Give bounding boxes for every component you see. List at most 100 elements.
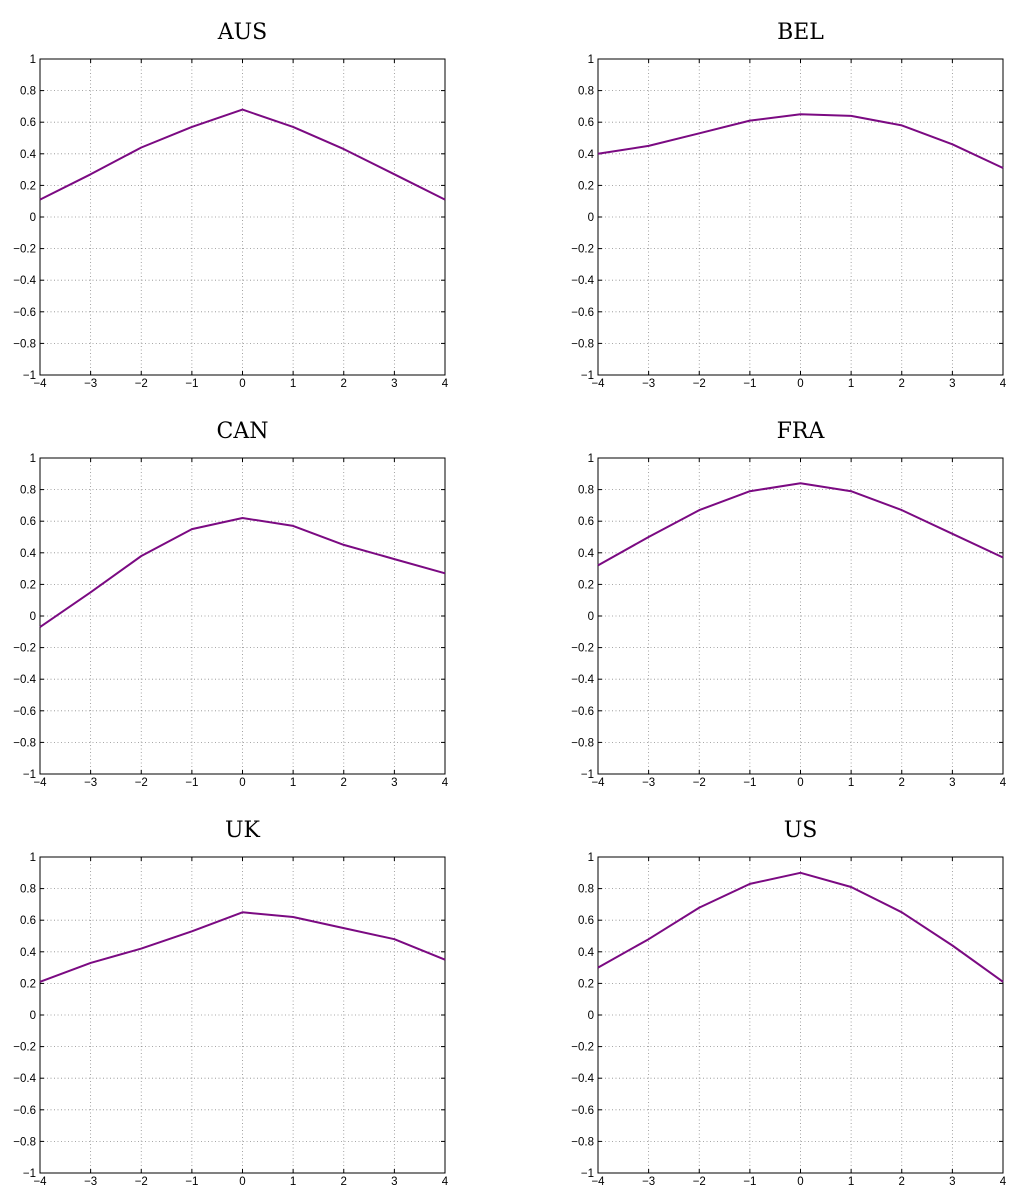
y-tick-label: −0.6 [13, 1105, 36, 1117]
chart-title: US [784, 818, 818, 843]
y-tick-label: 0 [588, 212, 594, 224]
y-tick-label: 0.8 [20, 884, 36, 896]
x-tick-label: −3 [84, 777, 97, 789]
y-tick-label: 0.2 [578, 180, 594, 192]
x-tick-label: 3 [391, 777, 397, 789]
y-tick-label: 0.6 [578, 516, 594, 528]
x-tick-label: 1 [290, 378, 296, 390]
y-tick-label: 0.2 [578, 579, 594, 591]
x-tick-label: 2 [899, 1176, 905, 1188]
chart-title: BEL [777, 20, 824, 45]
x-tick-label: −2 [135, 777, 148, 789]
x-tick-label: 1 [848, 777, 854, 789]
x-tick-label: 2 [341, 777, 347, 789]
y-tick-label: −0.6 [571, 1105, 594, 1117]
y-tick-label: 1 [30, 54, 36, 66]
y-tick-label: −0.6 [571, 307, 594, 319]
x-tick-label: −3 [84, 378, 97, 390]
y-tick-label: −0.2 [13, 643, 36, 655]
x-tick-label: 0 [797, 378, 803, 390]
y-tick-label: −0.2 [571, 643, 594, 655]
axes-box [597, 58, 1004, 376]
y-tick-label: −0.2 [571, 1042, 594, 1054]
y-tick-label: −0.4 [571, 674, 594, 686]
y-tick-label: −1 [581, 1168, 594, 1180]
x-tick-label: 4 [442, 777, 449, 789]
y-tick-label: −0.4 [571, 1073, 594, 1085]
chart-panel-can: CAN −4 −3 −2 −1 0 1 2 3 4 −1 −0.8 −0.6 −0.4 −0.2 0 0.2 0.… [13, 419, 449, 789]
y-tick-label: −0.8 [571, 1136, 594, 1148]
y-tick-label: 1 [30, 453, 36, 465]
x-tick-label: −2 [693, 378, 706, 390]
x-tick-label: 2 [899, 777, 905, 789]
y-tick-label: 0.6 [578, 117, 594, 129]
x-tick-label: 3 [391, 378, 397, 390]
x-tick-label: 3 [949, 777, 955, 789]
y-tick-label: −0.8 [13, 1136, 36, 1148]
y-tick-label: −0.4 [571, 275, 594, 287]
y-tick-label: 0.2 [20, 180, 36, 192]
y-tick-label: 0.8 [20, 485, 36, 497]
y-tick-label: 0.2 [578, 978, 594, 990]
y-tick-label: 0.6 [20, 117, 36, 129]
x-tick-label: 2 [341, 378, 347, 390]
x-tick-label: 1 [848, 378, 854, 390]
y-tick-label: 0.4 [20, 149, 37, 161]
y-tick-label: −0.8 [571, 737, 594, 749]
x-tick-label: −4 [33, 777, 47, 789]
y-tick-label: 0 [30, 1010, 36, 1022]
y-tick-label: −0.8 [13, 338, 36, 350]
x-tick-label: 1 [290, 777, 296, 789]
x-tick-label: 4 [1000, 378, 1007, 390]
y-tick-label: −1 [581, 370, 594, 382]
y-tick-label: −1 [23, 370, 36, 382]
x-tick-label: 1 [848, 1176, 854, 1188]
y-tick-label: 0.4 [20, 548, 37, 560]
y-tick-label: 0 [588, 1010, 594, 1022]
y-tick-label: −0.8 [13, 737, 36, 749]
x-tick-label: −4 [33, 1176, 47, 1188]
chart-title: AUS [217, 20, 268, 45]
x-tick-label: −4 [591, 1176, 605, 1188]
axes-box [39, 856, 446, 1174]
y-tick-label: 0.8 [20, 86, 36, 98]
axes-box [39, 58, 446, 376]
y-tick-label: 0.4 [578, 947, 595, 959]
chart-title: CAN [217, 419, 269, 444]
x-tick-label: −3 [642, 1176, 655, 1188]
x-tick-label: −4 [591, 777, 605, 789]
x-tick-label: −3 [642, 378, 655, 390]
y-tick-label: 0 [30, 212, 36, 224]
x-tick-label: −4 [591, 378, 605, 390]
x-tick-label: 4 [442, 378, 449, 390]
y-tick-label: 0.6 [20, 516, 36, 528]
chart-panel-us: US −4 −3 −2 −1 0 1 2 3 4 −1 −0.8 −0.6 −0.4 −0.2 0 0.2 0.4… [571, 818, 1007, 1188]
x-tick-label: 0 [797, 777, 803, 789]
x-tick-label: −1 [743, 777, 756, 789]
y-tick-label: 0.4 [20, 947, 37, 959]
x-tick-label: 3 [949, 378, 955, 390]
y-tick-label: 0.6 [20, 915, 36, 927]
chart-title: UK [225, 818, 261, 843]
x-tick-label: 4 [1000, 777, 1007, 789]
x-tick-label: 2 [899, 378, 905, 390]
series-line-fra [597, 482, 1004, 567]
y-tick-label: −0.6 [13, 307, 36, 319]
x-tick-label: 4 [1000, 1176, 1007, 1188]
x-tick-label: 0 [239, 1176, 245, 1188]
y-tick-label: 0.8 [578, 884, 594, 896]
y-tick-label: 1 [588, 852, 594, 864]
series-line-bel [597, 113, 1004, 169]
y-tick-label: −0.2 [13, 244, 36, 256]
y-tick-label: 0.8 [578, 86, 594, 98]
series-line-us [597, 871, 1004, 983]
x-tick-label: 0 [239, 777, 245, 789]
y-tick-label: −0.2 [13, 1042, 36, 1054]
y-tick-label: 1 [30, 852, 36, 864]
y-tick-label: −1 [23, 769, 36, 781]
x-tick-label: −3 [84, 1176, 97, 1188]
chart-panel-fra: FRA −4 −3 −2 −1 0 1 2 3 4 −1 −0.8 −0.6 −0.4 −0.2 0 0.2 0.… [571, 419, 1007, 789]
x-tick-label: −4 [33, 378, 47, 390]
x-tick-label: 0 [797, 1176, 803, 1188]
